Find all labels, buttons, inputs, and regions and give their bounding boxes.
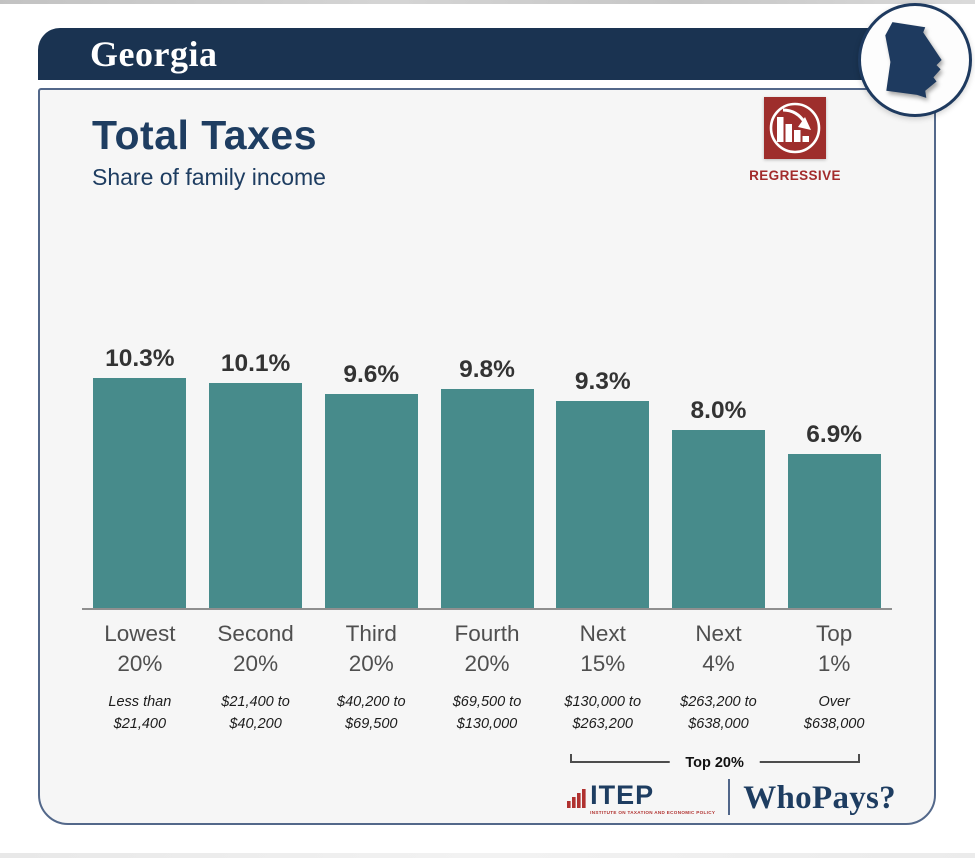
bar-column: 9.8% xyxy=(429,356,545,608)
bar-column: 10.1% xyxy=(198,350,314,608)
chart-subtitle: Share of family income xyxy=(92,164,326,190)
income-range-label: $69,500 to $130,000 xyxy=(452,694,522,733)
itep-name: ITEP xyxy=(590,780,655,811)
report-card: Georgia Total Taxes Share of family inco… xyxy=(38,28,936,825)
label-column: Second 20% $21,400 to $40,200 xyxy=(198,619,314,736)
bar xyxy=(93,378,187,608)
bar xyxy=(440,389,534,608)
label-column: Top 1% Over $638,000 xyxy=(776,619,892,736)
income-range-label: Less than $21,400 xyxy=(108,694,172,733)
bar-chart: 10.3% 10.1% 9.6% 9.8% 9.3% 8.0% 6.9% Lowest 20%… xyxy=(82,345,892,784)
page-top-edge xyxy=(0,0,975,4)
logo-divider xyxy=(728,779,731,815)
bar-value-label: 10.1% xyxy=(220,349,291,377)
bar-value-label: 8.0% xyxy=(690,396,747,424)
bar-value-label: 9.3% xyxy=(574,367,631,395)
bar-value-label: 9.6% xyxy=(343,360,400,388)
page-bottom-edge xyxy=(0,853,975,858)
bar-column: 6.9% xyxy=(776,421,892,608)
income-range-label: Over $638,000 xyxy=(803,694,865,733)
whopays-logo: WhoPays? xyxy=(743,779,896,816)
label-column: Third 20% $40,200 to $69,500 xyxy=(313,619,429,736)
bar-column: 10.3% xyxy=(82,345,198,608)
bar-value-label: 10.3% xyxy=(105,345,175,373)
bar xyxy=(324,393,418,608)
bar xyxy=(209,382,303,608)
bar-value-label: 9.8% xyxy=(459,356,515,384)
footer-logos: ITEP INSTITUTE ON TAXATION AND ECONOMIC … xyxy=(567,779,896,819)
chart-title: Total Taxes xyxy=(92,112,317,158)
labels-row: Lowest 20% Less than $21,400 Second 20% $21,40… xyxy=(82,610,892,736)
label-column: Fourth 20% $69,500 to $130,000 xyxy=(429,619,545,736)
category-label: Next 4% xyxy=(695,621,742,677)
label-column: Lowest 20% Less than $21,400 xyxy=(82,619,198,736)
category-label: Third 20% xyxy=(345,621,397,677)
income-range-label: $40,200 to $69,500 xyxy=(337,694,406,733)
bar xyxy=(556,400,650,608)
bars-row: 10.3% 10.1% 9.6% 9.8% 9.3% 8.0% 6.9% xyxy=(82,345,892,610)
category-label: Second 20% xyxy=(217,621,294,677)
regressive-badge: REGRESSIVE xyxy=(725,97,865,183)
top20-bracket: Top 20% xyxy=(569,753,860,771)
bar xyxy=(671,429,765,608)
bar-value-label: 6.9% xyxy=(806,421,863,449)
category-label: Lowest 20% xyxy=(104,621,176,677)
label-column: Next 4% $263,200 to $638,000 xyxy=(661,619,777,736)
itep-text-block: ITEP INSTITUTE ON TAXATION AND ECONOMIC … xyxy=(590,780,716,815)
regressive-label: REGRESSIVE xyxy=(749,168,841,183)
category-label: Fourth 20% xyxy=(454,621,520,677)
top20-bracket-label: Top 20% xyxy=(669,754,760,771)
category-label: Next 15% xyxy=(579,621,626,677)
state-header-bar: Georgia xyxy=(38,28,936,80)
bracket-wrap: Top 20% xyxy=(82,753,892,784)
income-range-label: $263,200 to $638,000 xyxy=(680,694,757,733)
itep-tagline: INSTITUTE ON TAXATION AND ECONOMIC POLIC… xyxy=(590,809,716,815)
bar-column: 8.0% xyxy=(661,397,777,608)
title-block: Total Taxes Share of family income xyxy=(92,112,326,191)
itep-bars-icon xyxy=(567,786,587,815)
card-body: Total Taxes Share of family income REG xyxy=(38,88,936,825)
georgia-state-icon xyxy=(858,3,972,117)
bar-column: 9.6% xyxy=(313,361,429,608)
itep-logo: ITEP INSTITUTE ON TAXATION AND ECONOMIC … xyxy=(567,780,716,815)
bar xyxy=(787,454,881,608)
income-range-label: $21,400 to $40,200 xyxy=(221,694,290,733)
income-range-label: $130,000 to $263,200 xyxy=(564,694,642,733)
category-label: Top 1% xyxy=(816,621,853,677)
regressive-chart-icon xyxy=(764,97,826,159)
bar-column: 9.3% xyxy=(545,368,661,608)
state-name: Georgia xyxy=(90,34,218,74)
label-column: Next 15% $130,000 to $263,200 xyxy=(545,619,661,736)
